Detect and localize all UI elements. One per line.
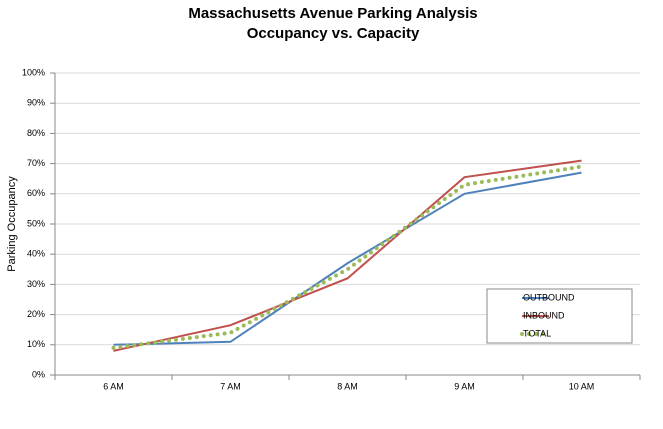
y-tick-label: 80% [27, 128, 45, 138]
y-tick-label: 30% [27, 279, 45, 289]
y-tick-label: 20% [27, 309, 45, 319]
series-line [113, 159, 582, 352]
y-tick-label: 0% [32, 369, 45, 379]
legend-label: OUTBOUND [523, 292, 575, 302]
y-axis-title: Parking Occupancy [6, 176, 18, 272]
legend-label: TOTAL [523, 328, 551, 338]
chart-subtitle: Occupancy vs. Capacity [247, 25, 420, 42]
y-tick-label: 60% [27, 188, 45, 198]
y-tick-label: 90% [27, 98, 45, 108]
y-tick-label: 100% [22, 67, 45, 77]
series-line [111, 164, 584, 350]
x-tick-label: 7 AM [220, 381, 241, 391]
x-tick-label: 9 AM [454, 381, 475, 391]
y-tick-label: 70% [27, 158, 45, 168]
y-tick-label: 50% [27, 218, 45, 228]
chart-title: Massachusetts Avenue Parking Analysis [188, 5, 477, 22]
x-tick-label: 10 AM [569, 381, 595, 391]
legend-box [486, 288, 633, 344]
y-tick-label: 40% [27, 249, 45, 259]
x-tick-label: 6 AM [103, 381, 124, 391]
legend-label: INBOUND [523, 310, 565, 320]
y-tick-label: 10% [27, 339, 45, 349]
x-tick-label: 8 AM [337, 381, 358, 391]
series-line [113, 171, 582, 346]
